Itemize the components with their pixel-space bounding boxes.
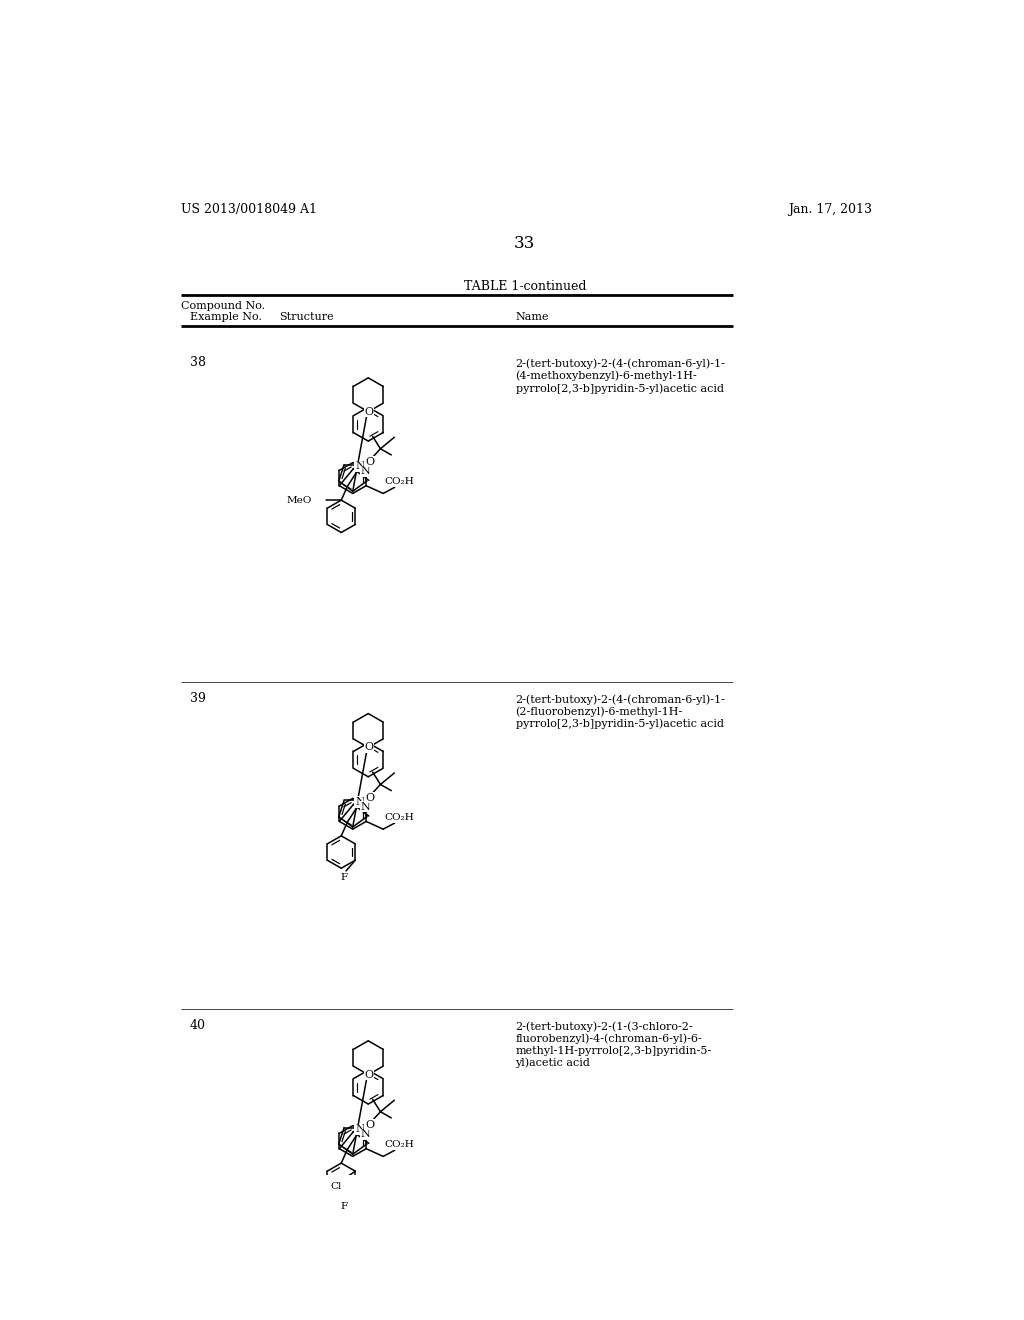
Text: 2-(tert-butoxy)-2-(1-(3-chloro-2-
fluorobenzyl)-4-(chroman-6-yl)-6-
methyl-1H-py: 2-(tert-butoxy)-2-(1-(3-chloro-2- fluoro… xyxy=(515,1022,712,1068)
Text: O: O xyxy=(365,407,374,417)
Text: MeO: MeO xyxy=(287,495,311,504)
Text: N: N xyxy=(360,466,371,477)
Text: Jan. 17, 2013: Jan. 17, 2013 xyxy=(788,203,872,216)
Text: O: O xyxy=(365,457,374,467)
Text: N: N xyxy=(355,461,365,471)
Text: 38: 38 xyxy=(189,356,206,370)
Text: O: O xyxy=(365,742,374,752)
Text: O: O xyxy=(365,1119,374,1130)
Text: N: N xyxy=(355,1125,365,1134)
Text: CO₂H: CO₂H xyxy=(384,478,414,486)
Text: 2-(tert-butoxy)-2-(4-(chroman-6-yl)-1-
(4-methoxybenzyl)-6-methyl-1H-
pyrrolo[2,: 2-(tert-butoxy)-2-(4-(chroman-6-yl)-1- (… xyxy=(515,359,725,393)
Text: N: N xyxy=(360,801,371,812)
Text: F: F xyxy=(341,1203,348,1212)
Text: CO₂H: CO₂H xyxy=(384,813,414,822)
Text: CO₂H: CO₂H xyxy=(384,1140,414,1150)
Text: US 2013/0018049 A1: US 2013/0018049 A1 xyxy=(180,203,316,216)
Text: Compound No.: Compound No. xyxy=(180,301,265,310)
Text: 40: 40 xyxy=(189,1019,206,1032)
Text: 33: 33 xyxy=(514,235,536,252)
Text: Structure: Structure xyxy=(280,313,334,322)
Text: O: O xyxy=(365,792,374,803)
Text: F: F xyxy=(341,873,348,882)
Text: 2-(tert-butoxy)-2-(4-(chroman-6-yl)-1-
(2-fluorobenzyl)-6-methyl-1H-
pyrrolo[2,3: 2-(tert-butoxy)-2-(4-(chroman-6-yl)-1- (… xyxy=(515,694,725,730)
Text: O: O xyxy=(365,1069,374,1080)
Text: Example No.: Example No. xyxy=(190,313,262,322)
Text: TABLE 1-continued: TABLE 1-continued xyxy=(464,280,586,293)
Text: N: N xyxy=(355,797,365,807)
Text: Cl: Cl xyxy=(331,1183,342,1191)
Text: 39: 39 xyxy=(189,692,206,705)
Text: Name: Name xyxy=(515,313,549,322)
Text: N: N xyxy=(360,1129,371,1139)
